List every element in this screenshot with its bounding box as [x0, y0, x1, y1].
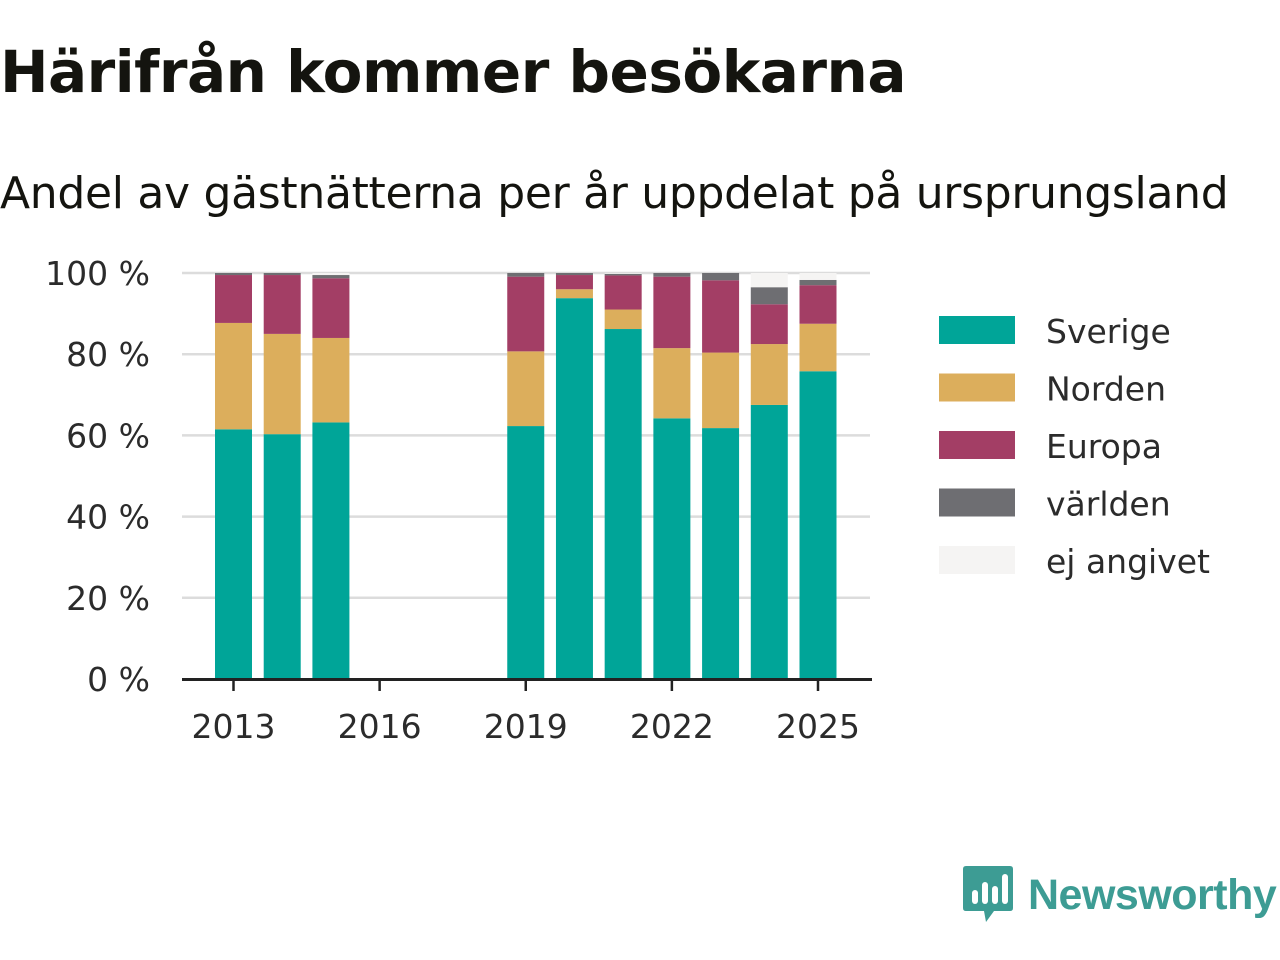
- bar-segment: [312, 275, 350, 279]
- chart-subtitle: Andel av gästnätterna per år uppdelat på…: [0, 168, 1229, 219]
- bar-segment: [555, 298, 593, 679]
- brand-name: Newsworthy: [1028, 870, 1277, 919]
- bar-segment: [215, 275, 252, 323]
- bar-segment: [604, 309, 642, 330]
- bar-segment: [263, 275, 301, 334]
- bar-segment: [702, 428, 740, 679]
- y-tick-label: 20 %: [66, 579, 150, 618]
- legend-swatch: [939, 373, 1015, 402]
- bar-segment: [263, 434, 301, 679]
- bar-segment: [750, 273, 788, 288]
- bar-segment: [555, 275, 593, 290]
- legend-swatch: [939, 316, 1015, 344]
- legend-swatch: [939, 546, 1015, 574]
- bar-segment: [799, 323, 837, 372]
- bar-segment: [604, 273, 642, 274]
- brand-logo: Newsworthy: [962, 864, 1277, 926]
- x-tick-label: 2022: [630, 707, 714, 746]
- x-tick-label: 2013: [192, 707, 276, 746]
- x-tick-label: 2025: [776, 707, 860, 746]
- bar-segment: [799, 279, 837, 286]
- legend-swatch: [939, 488, 1015, 517]
- bar-segment: [799, 371, 837, 679]
- bar-segment: [750, 404, 788, 679]
- bar-segment: [702, 273, 740, 281]
- legend-label: världen: [1046, 485, 1171, 524]
- bar-segment: [263, 333, 301, 435]
- bar-segment: [604, 329, 642, 679]
- newsworthy-logo-icon: [963, 866, 1013, 922]
- bar-segment: [507, 276, 545, 352]
- bar-segment: [312, 273, 350, 276]
- bar-segment: [263, 273, 301, 276]
- bar-segment: [604, 275, 642, 310]
- bar-segment: [507, 273, 545, 277]
- bar-segment: [653, 348, 691, 419]
- bar-segment: [215, 429, 252, 679]
- bar-segment: [750, 287, 788, 305]
- bar-segment: [555, 273, 593, 276]
- bar-segment: [653, 418, 691, 679]
- legend-label: Europa: [1046, 427, 1162, 466]
- y-tick-label: 60 %: [66, 416, 150, 455]
- x-tick-label: 2016: [338, 707, 422, 746]
- chart-title: Härifrån kommer besökarna: [0, 38, 906, 106]
- bar-segment: [604, 273, 642, 276]
- y-tick-label: 100 %: [45, 254, 150, 293]
- bar-segment: [702, 280, 740, 353]
- bar-segment: [799, 273, 837, 280]
- bar-segment: [312, 422, 350, 679]
- bar-segment: [312, 337, 350, 423]
- bar-segment: [702, 352, 740, 429]
- bar-segment: [507, 351, 545, 427]
- bar-segment: [312, 278, 350, 338]
- y-tick-label: 0 %: [87, 660, 150, 699]
- bar-segment: [507, 426, 545, 679]
- bar-segment: [215, 273, 252, 276]
- bar-segment: [653, 276, 691, 349]
- y-tick-label: 80 %: [66, 335, 150, 374]
- legend-label: ej angivet: [1046, 542, 1210, 581]
- legend-label: Norden: [1046, 370, 1166, 409]
- bar-segment: [750, 344, 788, 405]
- bar-segment: [750, 304, 788, 345]
- y-tick-label: 40 %: [66, 498, 150, 537]
- bar-segment: [555, 289, 593, 299]
- bar-segment: [215, 322, 252, 430]
- bar-segment: [799, 285, 837, 324]
- x-tick-label: 2019: [484, 707, 568, 746]
- legend-swatch: [939, 431, 1015, 459]
- bar-segment: [653, 273, 691, 277]
- legend-label: Sverige: [1046, 312, 1171, 351]
